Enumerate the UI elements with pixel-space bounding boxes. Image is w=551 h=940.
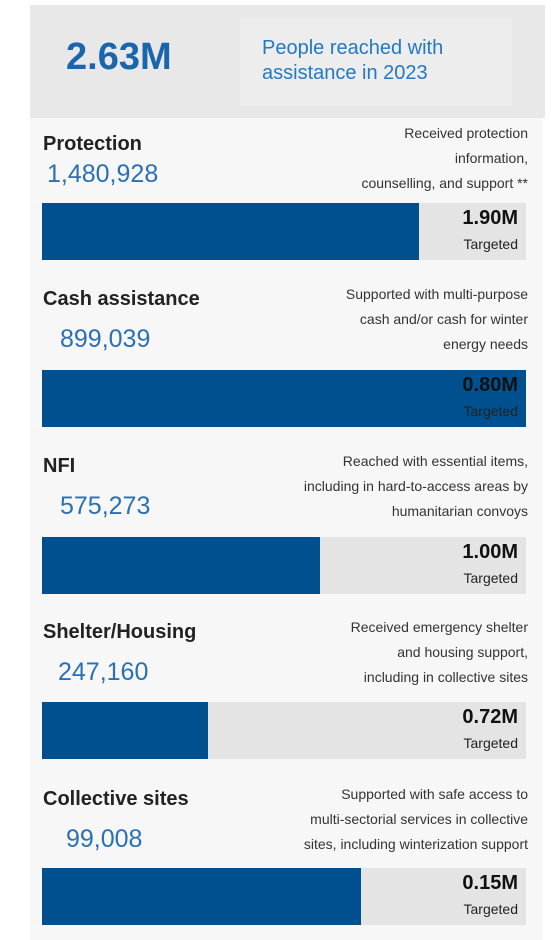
description-line: and housing support, [397,644,528,660]
bar [42,868,362,925]
section-title: NFI [43,455,76,477]
section-title: Collective sites [43,788,189,810]
description-line: energy needs [443,336,528,352]
description: Reached with essential items, including i… [228,449,528,524]
bar [42,370,526,427]
target-value: 1.00M [462,541,518,563]
description-line: Received protection [404,125,528,141]
description-line: cash and/or cash for winter [359,311,528,327]
total: 2.63M [66,36,172,78]
target-value: 0.15M [462,872,518,894]
description: Received emergency shelter and housing su… [228,615,528,690]
description: Received protection information, counselli… [228,121,528,196]
reached-value: 99,008 [66,825,143,853]
target-caption: Targeted [463,735,518,751]
description-line: including in hard-to-access areas by [303,478,528,494]
description-line: including in collective sites [363,669,528,685]
bar [42,702,209,759]
reached-value: 575,273 [60,492,151,520]
reached-value: 899,039 [60,325,151,353]
section-title: Cash assistance [43,288,200,310]
target-caption: Targeted [463,570,518,586]
bar [42,203,420,260]
description-line: Supported with multi-purpose [345,286,528,302]
section-title: Protection [43,133,142,155]
description-line: humanitarian convoys [391,503,528,519]
description-line: sites, including winterization support [303,836,528,852]
reached-value: 247,160 [58,658,149,686]
header-box [240,18,512,106]
reached-value: 1,480,928 [47,160,159,188]
target-value: 0.72M [462,706,518,728]
section-title: Shelter/Housing [43,621,197,643]
description-line: multi-sectorial services in collective [310,811,528,827]
description-line: Reached with essential items, [342,453,528,469]
target-caption: Targeted [463,403,518,419]
target-caption: Targeted [463,901,518,917]
target-value: 1.90M [462,207,518,229]
description-line: information, [454,150,528,166]
bar [42,537,321,594]
description-line: counselling, and support ** [361,175,528,191]
target-caption: Targeted [463,236,518,252]
description-line: Supported with safe access to [341,786,528,802]
target-value: 0.80M [462,374,518,396]
description: Supported with safe access to multi-secto… [228,782,528,857]
description-line: Received emergency shelter [350,619,528,635]
caption: People reached with assistance in 2023 [262,37,444,84]
description: Supported with multi-purpose cash and/or … [228,282,528,357]
